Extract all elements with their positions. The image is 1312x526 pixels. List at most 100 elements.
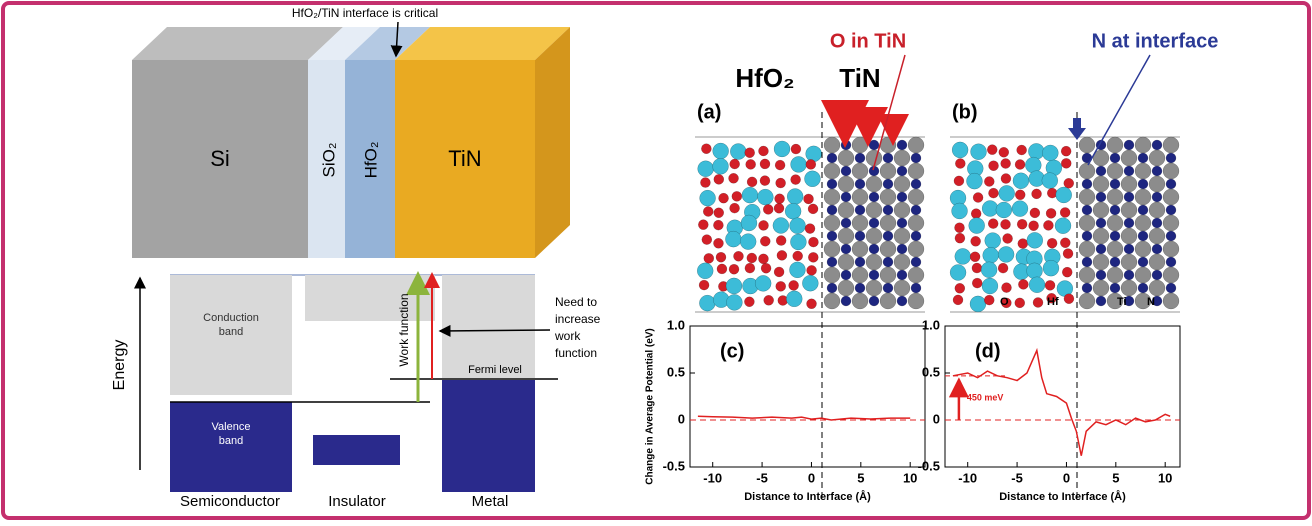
atom <box>1060 238 1070 248</box>
atom <box>1138 257 1148 267</box>
atom <box>869 244 879 254</box>
atom <box>982 278 998 294</box>
atom <box>1149 280 1165 296</box>
atom <box>1163 189 1179 205</box>
atom <box>1027 232 1043 248</box>
atom <box>1149 150 1165 166</box>
atom <box>1042 145 1058 161</box>
atom <box>1124 218 1134 228</box>
atom <box>1018 239 1028 249</box>
atom <box>985 233 1001 249</box>
atom <box>703 207 713 217</box>
atom <box>1135 267 1151 283</box>
atom <box>700 190 716 206</box>
atom <box>866 228 882 244</box>
atom <box>729 264 739 274</box>
atom <box>793 251 803 261</box>
atom <box>1062 267 1072 277</box>
atom <box>1163 163 1179 179</box>
atom <box>824 267 840 283</box>
panel-label: (b) <box>952 101 978 123</box>
atom <box>1003 234 1013 244</box>
header-label: HfO₂/TiN interface is critical <box>292 6 438 20</box>
atom <box>897 192 907 202</box>
atom <box>1152 270 1162 280</box>
atom <box>1107 267 1123 283</box>
atom <box>758 146 768 156</box>
atom <box>1029 221 1039 231</box>
atom <box>897 270 907 280</box>
atom <box>855 205 865 215</box>
band-label: band <box>219 435 243 447</box>
atom <box>866 150 882 166</box>
atom <box>855 257 865 267</box>
atom <box>1013 173 1029 189</box>
atom <box>866 254 882 270</box>
atom <box>742 187 758 203</box>
atom <box>1152 192 1162 202</box>
atom <box>827 153 837 163</box>
atom <box>1082 283 1092 293</box>
x-tick-label: 5 <box>857 470 864 485</box>
atom <box>981 262 997 278</box>
layer-label: HfO₂ <box>361 142 380 179</box>
band-label: Valence <box>212 421 251 433</box>
atom <box>1110 283 1120 293</box>
atom <box>733 251 743 261</box>
atom <box>824 163 840 179</box>
atom <box>1001 219 1011 229</box>
atom <box>966 173 982 189</box>
atom <box>1110 153 1120 163</box>
atom <box>1079 137 1095 153</box>
atom <box>1138 205 1148 215</box>
atom <box>776 236 786 246</box>
annotation: work <box>554 329 581 343</box>
atom <box>725 231 741 247</box>
atom <box>841 218 851 228</box>
fermi-label: Fermi level <box>468 364 522 376</box>
atom <box>996 202 1012 218</box>
atom <box>807 299 817 309</box>
atom <box>713 238 723 248</box>
atom <box>1028 143 1044 159</box>
atom <box>880 293 896 309</box>
atom <box>911 231 921 241</box>
atom <box>808 237 818 247</box>
atom <box>869 192 879 202</box>
annotation: Need to <box>555 295 597 309</box>
atom-label: Ti <box>1117 296 1127 308</box>
atom <box>1152 140 1162 150</box>
atom <box>955 283 965 293</box>
layer-block <box>132 27 570 258</box>
atom <box>894 150 910 166</box>
atom <box>880 189 896 205</box>
atom <box>969 218 985 234</box>
atom <box>973 193 983 203</box>
atom <box>988 219 998 229</box>
atom <box>911 153 921 163</box>
atom <box>774 203 784 213</box>
atom <box>880 241 896 257</box>
atom <box>791 144 801 154</box>
atom <box>1079 189 1095 205</box>
atom <box>1096 166 1106 176</box>
atom <box>760 159 770 169</box>
atom <box>789 262 805 278</box>
atom <box>726 278 742 294</box>
atom <box>1152 166 1162 176</box>
y-tick-label: 1.0 <box>667 317 685 332</box>
atom <box>791 156 807 172</box>
atom <box>824 137 840 153</box>
atom <box>908 215 924 231</box>
atom <box>714 208 724 218</box>
atom <box>1030 208 1040 218</box>
atom <box>982 200 998 216</box>
x-tick-label: -10 <box>703 470 722 485</box>
atom <box>880 215 896 231</box>
atom <box>730 144 746 160</box>
atom <box>838 202 854 218</box>
atom <box>745 148 755 158</box>
atom <box>1063 249 1073 259</box>
atom <box>1093 176 1109 192</box>
atom <box>999 185 1015 201</box>
